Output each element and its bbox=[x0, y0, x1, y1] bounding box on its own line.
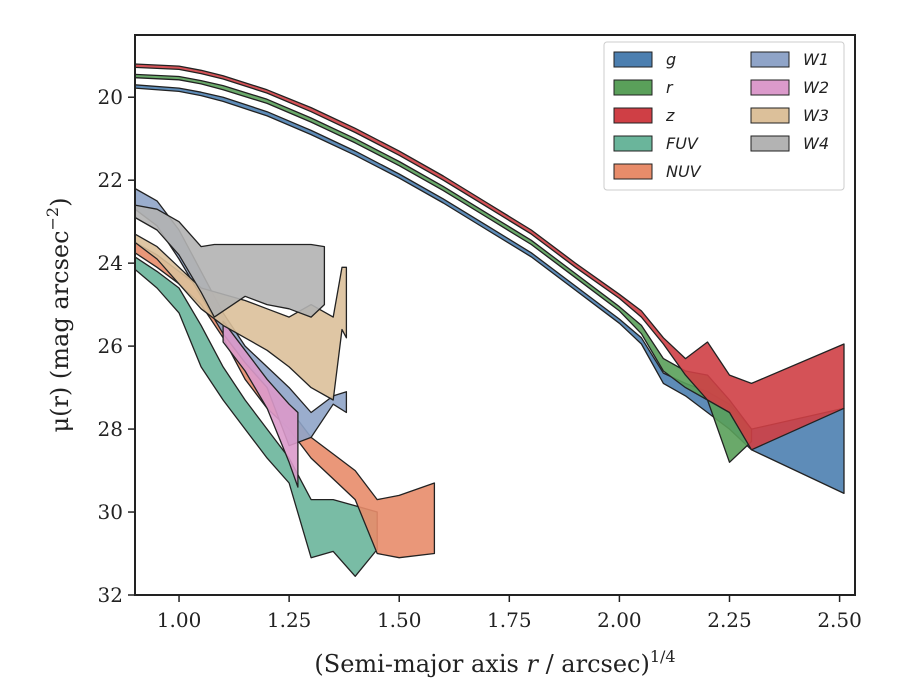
legend-swatch-W4 bbox=[750, 135, 790, 152]
legend-label-W2: W2 bbox=[803, 78, 829, 97]
legend: grz FUV NUV W1 W2 W3 W4 bbox=[603, 41, 845, 191]
y-tick-label: 30 bbox=[98, 500, 123, 524]
legend-swatch-z bbox=[613, 107, 653, 124]
y-tick-label: 22 bbox=[98, 168, 123, 192]
x-axis-ticks: 1.00 1.25 1.50 1.75 2.00 2.25 2.50 bbox=[157, 595, 862, 632]
legend-label-r: r bbox=[666, 78, 674, 97]
legend-label-NUV: NUV bbox=[666, 162, 702, 181]
band-W2 bbox=[222, 320, 299, 488]
x-tick-label: 1.75 bbox=[487, 608, 532, 632]
y-tick-label: 24 bbox=[98, 251, 123, 275]
x-tick-label: 1.00 bbox=[157, 608, 202, 632]
y-tick-label: 28 bbox=[98, 417, 123, 441]
y-tick-label: 20 bbox=[98, 85, 123, 109]
x-tick-label: 2.25 bbox=[707, 608, 752, 632]
y-tick-label: 26 bbox=[98, 334, 123, 358]
x-tick-label: 1.50 bbox=[377, 608, 422, 632]
legend-box bbox=[603, 41, 845, 191]
x-tick-label: 2.50 bbox=[817, 608, 862, 632]
y-axis-label: μ(r) (mag arcsec−2) bbox=[43, 198, 74, 433]
x-tick-label: 2.00 bbox=[597, 608, 642, 632]
x-tick-label: 1.25 bbox=[267, 608, 312, 632]
legend-label-W1: W1 bbox=[803, 50, 829, 69]
legend-label-W3: W3 bbox=[803, 106, 829, 125]
y-tick-label: 32 bbox=[98, 583, 123, 607]
y-axis-ticks: 20 22 24 26 28 30 32 bbox=[98, 85, 135, 607]
legend-label-z: z bbox=[665, 106, 675, 125]
legend-label-FUV: FUV bbox=[666, 134, 699, 153]
legend-swatch-r bbox=[613, 79, 653, 96]
legend-swatch-FUV bbox=[613, 135, 653, 152]
band-g bbox=[134, 84, 845, 495]
legend-swatch-NUV bbox=[613, 163, 653, 180]
profile-bands bbox=[134, 63, 845, 577]
legend-swatch-g bbox=[613, 51, 653, 68]
legend-swatch-W3 bbox=[750, 107, 790, 124]
legend-swatch-W1 bbox=[750, 51, 790, 68]
plot-frame bbox=[134, 34, 856, 596]
x-axis-label: (Semi-major axis r / arcsec)1/4 bbox=[314, 647, 675, 678]
band-W4 bbox=[134, 204, 326, 318]
legend-label-g: g bbox=[666, 50, 676, 69]
legend-label-W4: W4 bbox=[803, 134, 829, 153]
legend-swatch-W2 bbox=[750, 79, 790, 96]
band-z bbox=[134, 63, 845, 451]
